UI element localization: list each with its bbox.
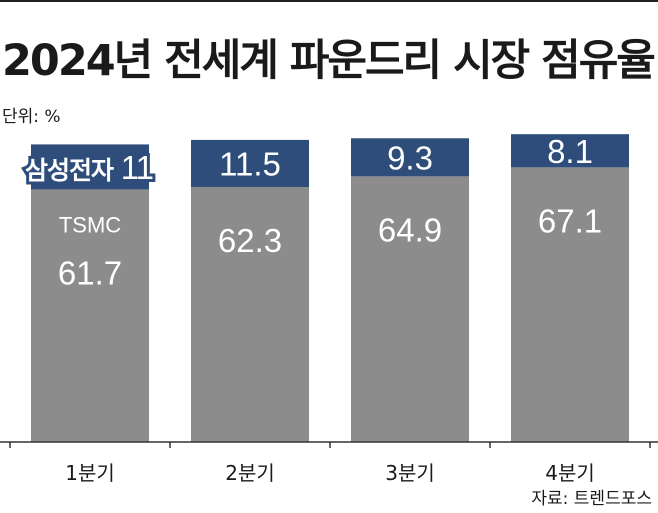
samsung-series-label: 삼성전자 11	[25, 149, 153, 186]
samsung-value-label: 11.5	[219, 145, 281, 182]
samsung-value-label: 9.3	[387, 139, 433, 176]
bar-samsung	[511, 134, 629, 168]
bar-tsmc	[191, 186, 309, 442]
tsmc-value-label: 64.9	[378, 211, 442, 248]
source-note: 자료: 트렌드포스	[531, 489, 652, 509]
x-tick-label: 1분기	[65, 461, 115, 485]
bar-samsung	[191, 139, 309, 187]
tsmc-value-label: 67.1	[538, 202, 602, 239]
tsmc-value-label: 62.3	[218, 222, 282, 259]
x-tick-label: 2분기	[225, 461, 275, 485]
unit-label: 단위: %	[2, 107, 61, 127]
bar-samsung	[351, 138, 469, 177]
bar-tsmc	[351, 176, 469, 443]
x-tick-label: 3분기	[385, 461, 435, 485]
chart-title: 2024년 전세계 파운드리 시장 점유율	[2, 36, 656, 86]
x-tick-label: 4분기	[545, 461, 595, 485]
tsmc-series-label: TSMC	[59, 212, 121, 237]
bar-tsmc	[511, 167, 629, 442]
bar-samsung	[31, 144, 149, 190]
top-rule	[0, 0, 658, 2]
samsung-value-label: 8.1	[547, 133, 593, 170]
tsmc-value-label: 61.7	[58, 254, 122, 291]
bar-tsmc	[31, 189, 149, 442]
